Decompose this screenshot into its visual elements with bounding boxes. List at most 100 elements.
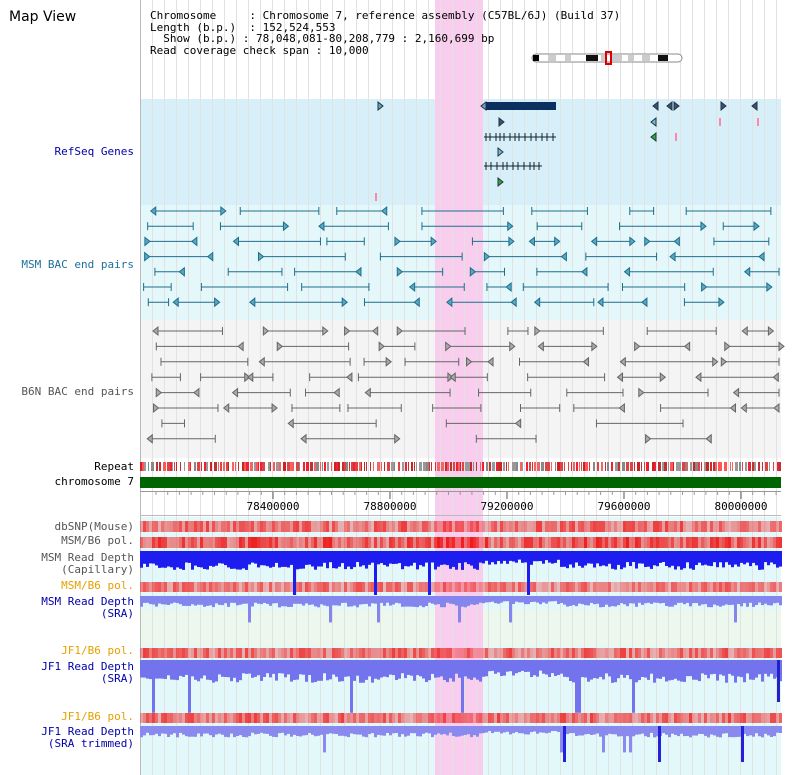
depth-bar	[194, 660, 197, 680]
bac-end-arrow	[191, 236, 198, 247]
pol-cell	[635, 582, 638, 592]
depth-bar	[398, 551, 401, 564]
pol-cell	[203, 582, 206, 592]
repeat-element	[748, 462, 751, 471]
pol-cell	[611, 648, 614, 658]
pol-cell	[659, 537, 662, 548]
depth-bar	[695, 726, 698, 736]
dbsnp-cell	[254, 521, 257, 532]
pol-cell	[644, 537, 647, 548]
depth-bar	[287, 660, 290, 675]
dbsnp-cell	[641, 521, 644, 532]
ruler-tick-label: 79200000	[480, 500, 534, 513]
ideogram-band	[586, 55, 598, 61]
bac-end-arrow	[767, 325, 775, 337]
pol-cell	[554, 537, 557, 548]
depth-bar	[338, 660, 341, 682]
pol-cell	[269, 537, 272, 548]
depth-bar	[395, 726, 398, 733]
pol-cell	[665, 537, 668, 548]
pol-cell	[491, 537, 494, 548]
pol-cell	[272, 713, 275, 723]
pol-cell	[482, 582, 485, 592]
pol-cell	[641, 648, 644, 658]
depth-bar	[146, 551, 149, 567]
bac-end-arrow	[371, 325, 379, 337]
repeat-element	[366, 462, 367, 471]
pol-cell	[425, 648, 428, 658]
depth-bar	[203, 726, 206, 734]
jf1-depth-trim-label: JF1 Read Depth	[41, 725, 134, 738]
depth-bar	[635, 726, 638, 735]
depth-bar	[500, 551, 503, 564]
depth-bar	[173, 660, 176, 680]
bac-end-arrow	[445, 341, 452, 352]
depth-bar	[599, 660, 602, 677]
repeat-element	[242, 462, 244, 471]
depth-bar	[728, 596, 731, 605]
dbsnp-cell	[710, 521, 713, 532]
depth-bar	[560, 596, 563, 603]
depth-bar	[671, 660, 674, 680]
repeat-element	[551, 462, 552, 471]
depth-bar	[758, 596, 761, 603]
repeat-element	[467, 462, 470, 471]
depth-bar	[758, 660, 761, 675]
pol-cell	[341, 582, 344, 592]
depth-bar	[191, 551, 194, 570]
dbsnp-cell	[653, 521, 656, 532]
depth-bar	[707, 660, 710, 679]
dbsnp-cell	[629, 521, 632, 532]
dbsnp-cell	[626, 521, 629, 532]
pol-cell	[671, 582, 674, 592]
pol-cell	[359, 713, 362, 723]
pol-cell	[494, 713, 497, 723]
depth-bar	[365, 551, 368, 569]
pol-cell	[545, 582, 548, 592]
pol-cell	[719, 713, 722, 723]
gene-marker	[666, 100, 673, 112]
depth-bar	[254, 726, 257, 735]
pol-cell	[473, 537, 476, 548]
pol-cell	[365, 582, 368, 592]
depth-bar	[503, 551, 506, 561]
pol-cell	[602, 648, 605, 658]
depth-bar	[437, 596, 440, 605]
pol-cell	[467, 713, 470, 723]
gene-marker	[652, 100, 659, 112]
depth-bar	[284, 726, 287, 736]
depth-bar	[695, 551, 698, 565]
pol-cell	[698, 648, 701, 658]
depth-bar	[686, 660, 689, 677]
pol-cell	[500, 582, 503, 592]
bac-end-arrow	[483, 251, 491, 262]
depth-bar	[665, 660, 668, 682]
depth-bar	[431, 726, 434, 738]
repeat-element	[450, 462, 452, 471]
depth-bar	[176, 660, 179, 681]
dbsnp-cell	[416, 521, 419, 532]
bac-end-arrow	[616, 372, 624, 383]
pol-cell	[158, 713, 161, 723]
pol-cell	[194, 537, 197, 548]
depth-bar	[593, 726, 596, 735]
pol-cell	[212, 648, 215, 658]
pol-cell	[236, 648, 239, 658]
pol-cell	[248, 537, 251, 548]
depth-bar	[641, 660, 644, 677]
bac-end-arrow	[271, 402, 278, 414]
dbsnp-cell	[578, 521, 581, 532]
depth-bar	[398, 660, 401, 679]
pol-cell	[656, 537, 659, 548]
repeat-element	[730, 462, 731, 471]
repeat-element	[593, 462, 595, 471]
depth-bar	[284, 551, 287, 567]
dbsnp-cell	[476, 521, 479, 532]
repeat-element	[314, 462, 317, 471]
pol-cell	[200, 648, 203, 658]
bac-end-arrow	[701, 281, 708, 293]
depth-bar	[617, 660, 620, 679]
pol-cell	[461, 648, 464, 658]
depth-bar	[632, 551, 635, 562]
